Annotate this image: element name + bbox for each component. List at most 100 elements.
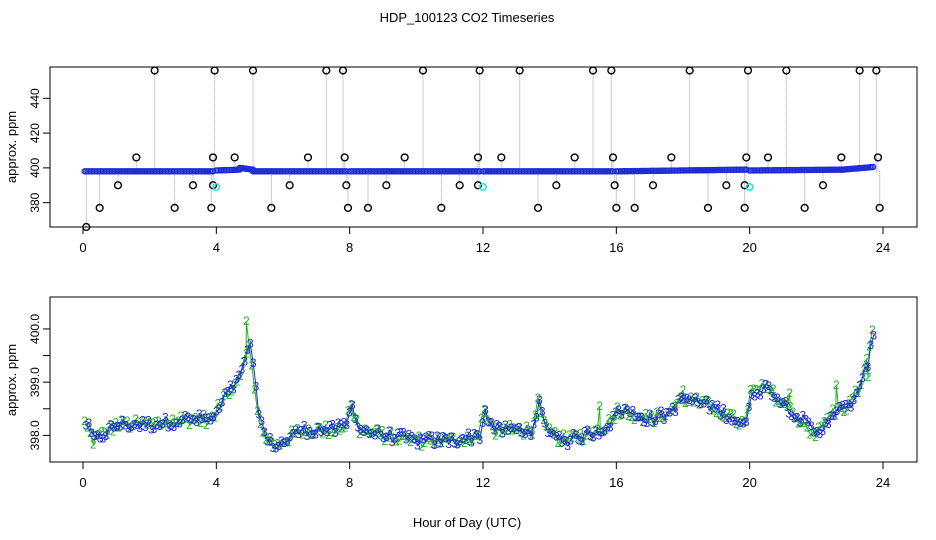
bottom-series-3-marker: 3 xyxy=(326,419,333,433)
bottom-series-3-marker: 3 xyxy=(825,417,832,431)
bottom-series-2-marker: 2 xyxy=(461,436,468,450)
bottom-series-3-marker: 3 xyxy=(357,423,364,437)
bottom-series-2-marker: 2 xyxy=(95,427,102,441)
bottom-series-2-marker: 2 xyxy=(328,425,335,439)
bottom-series-3-marker: 3 xyxy=(559,436,566,450)
bottom-series-3-marker: 3 xyxy=(372,428,379,442)
bottom-series-2-marker: 2 xyxy=(682,396,689,410)
bottom-series-3-marker: 3 xyxy=(162,410,169,424)
bottom-series-3-marker: 3 xyxy=(224,385,231,399)
bottom-series-2-marker: 2 xyxy=(679,393,686,407)
bottom-x-tick-label: 4 xyxy=(213,475,220,490)
bottom-series-2-marker: 2 xyxy=(659,411,666,425)
bottom-series-3-marker: 3 xyxy=(638,410,645,424)
bottom-series-3-marker: 3 xyxy=(216,402,223,416)
bottom-series-2-marker: 2 xyxy=(416,429,423,443)
bottom-series-3-marker: 3 xyxy=(465,426,472,440)
bottom-series-2-marker: 2 xyxy=(418,439,425,453)
bottom-series-3-line xyxy=(85,335,875,450)
bottom-series-3-marker: 3 xyxy=(720,402,727,416)
bottom-series-3-marker: 3 xyxy=(213,405,220,419)
bottom-series-3-marker: 3 xyxy=(780,396,787,410)
bottom-series-2-marker: 2 xyxy=(809,426,816,440)
bottom-series-3-marker: 3 xyxy=(712,401,719,415)
bottom-series-2-marker: 2 xyxy=(444,431,451,445)
bottom-series-2-marker: 2 xyxy=(804,421,811,435)
bottom-series-3-marker: 3 xyxy=(488,416,495,430)
top-spike-point xyxy=(322,66,331,75)
bottom-series-3-marker: 3 xyxy=(236,368,243,382)
top-spike-points xyxy=(82,66,884,232)
top-x-tick-label: 16 xyxy=(609,240,623,255)
bottom-series-3-marker: 3 xyxy=(454,437,461,451)
bottom-series-2-marker: 2 xyxy=(149,416,156,430)
bottom-series-2-marker: 2 xyxy=(849,391,856,405)
bottom-series-3-marker: 3 xyxy=(641,416,648,430)
bottom-series-2-marker: 2 xyxy=(489,419,496,433)
bottom-series-3-marker: 3 xyxy=(156,419,163,433)
top-spike-point xyxy=(588,66,598,75)
bottom-series-3-marker: 3 xyxy=(842,397,849,411)
top-spike-point xyxy=(400,153,409,162)
bottom-series-2-marker: 2 xyxy=(390,431,397,445)
bottom-x-tick-label: 8 xyxy=(346,475,353,490)
top-baseline-points xyxy=(81,163,877,175)
bottom-series-2-marker: 2 xyxy=(214,396,221,410)
bottom-series-3-marker: 3 xyxy=(391,431,398,445)
top-spike-point xyxy=(150,66,159,75)
bottom-series-3-marker: 3 xyxy=(655,407,662,421)
bottom-series-2-marker: 2 xyxy=(121,419,128,433)
bottom-series-3-marker: 3 xyxy=(618,407,625,421)
bottom-series-2-marker: 2 xyxy=(625,409,632,423)
bottom-series-2-marker: 2 xyxy=(356,427,363,441)
bottom-series-3-marker: 3 xyxy=(649,416,656,430)
bottom-series-2-marker: 2 xyxy=(554,436,561,450)
top-spike-point xyxy=(740,203,749,212)
bottom-series-3-marker: 3 xyxy=(763,377,770,391)
bottom-series-3-marker: 3 xyxy=(567,434,574,448)
bottom-series-2-marker: 2 xyxy=(642,406,649,420)
bottom-series-2-marker: 2 xyxy=(699,394,706,408)
bottom-series-2-marker: 2 xyxy=(865,370,872,384)
bottom-series-3-marker: 3 xyxy=(740,416,747,430)
bottom-series-2-marker: 2 xyxy=(835,400,842,414)
bottom-series-3-marker: 3 xyxy=(346,406,353,420)
bottom-series-3-marker: 3 xyxy=(97,432,104,446)
bottom-series-3-marker: 3 xyxy=(383,430,390,444)
top-y-tick-label: 400 xyxy=(28,158,42,178)
bottom-series-3-marker: 3 xyxy=(423,430,430,444)
bottom-series-2-marker: 2 xyxy=(787,399,794,413)
top-y-tick-label: 420 xyxy=(28,123,42,143)
bottom-series-2-marker: 2 xyxy=(132,412,139,426)
bottom-series-3-marker: 3 xyxy=(253,379,260,393)
bottom-series-3-marker: 3 xyxy=(499,427,506,441)
bottom-series-3-marker: 3 xyxy=(658,404,665,418)
bottom-series-3-marker: 3 xyxy=(221,386,228,400)
bottom-series-3-marker: 3 xyxy=(635,410,642,424)
bottom-series-2-marker: 2 xyxy=(798,416,805,430)
bottom-series-2-marker: 2 xyxy=(481,403,488,417)
bottom-series-2-marker: 2 xyxy=(107,418,114,432)
bottom-series-3-marker: 3 xyxy=(366,427,373,441)
top-spike-point xyxy=(382,181,391,190)
bottom-series-3-marker: 3 xyxy=(737,416,744,430)
bottom-series-3-marker: 3 xyxy=(726,411,733,425)
bottom-series-2-marker: 2 xyxy=(773,396,780,410)
bottom-series-3-marker: 3 xyxy=(774,391,781,405)
bottom-series-2-marker: 2 xyxy=(498,426,505,440)
bottom-series-2-marker: 2 xyxy=(668,403,675,417)
bottom-series-3-marker: 3 xyxy=(570,426,577,440)
top-spike-point xyxy=(612,203,621,212)
top-spike-point xyxy=(473,153,483,162)
bottom-series-3-marker: 3 xyxy=(179,413,186,427)
bottom-series-2-marker: 2 xyxy=(815,420,822,434)
bottom-series-2-marker: 2 xyxy=(135,415,142,429)
bottom-series-2-marker: 2 xyxy=(110,425,117,439)
top-spike-point xyxy=(132,153,141,162)
bottom-series-2-marker: 2 xyxy=(178,409,185,423)
bottom-series-2-marker: 2 xyxy=(702,393,709,407)
bottom-series-2-marker: 2 xyxy=(441,430,448,444)
bottom-series-3-marker: 3 xyxy=(139,413,146,427)
bottom-series-2-marker: 2 xyxy=(665,405,672,419)
bottom-series-3-marker: 3 xyxy=(697,397,704,411)
